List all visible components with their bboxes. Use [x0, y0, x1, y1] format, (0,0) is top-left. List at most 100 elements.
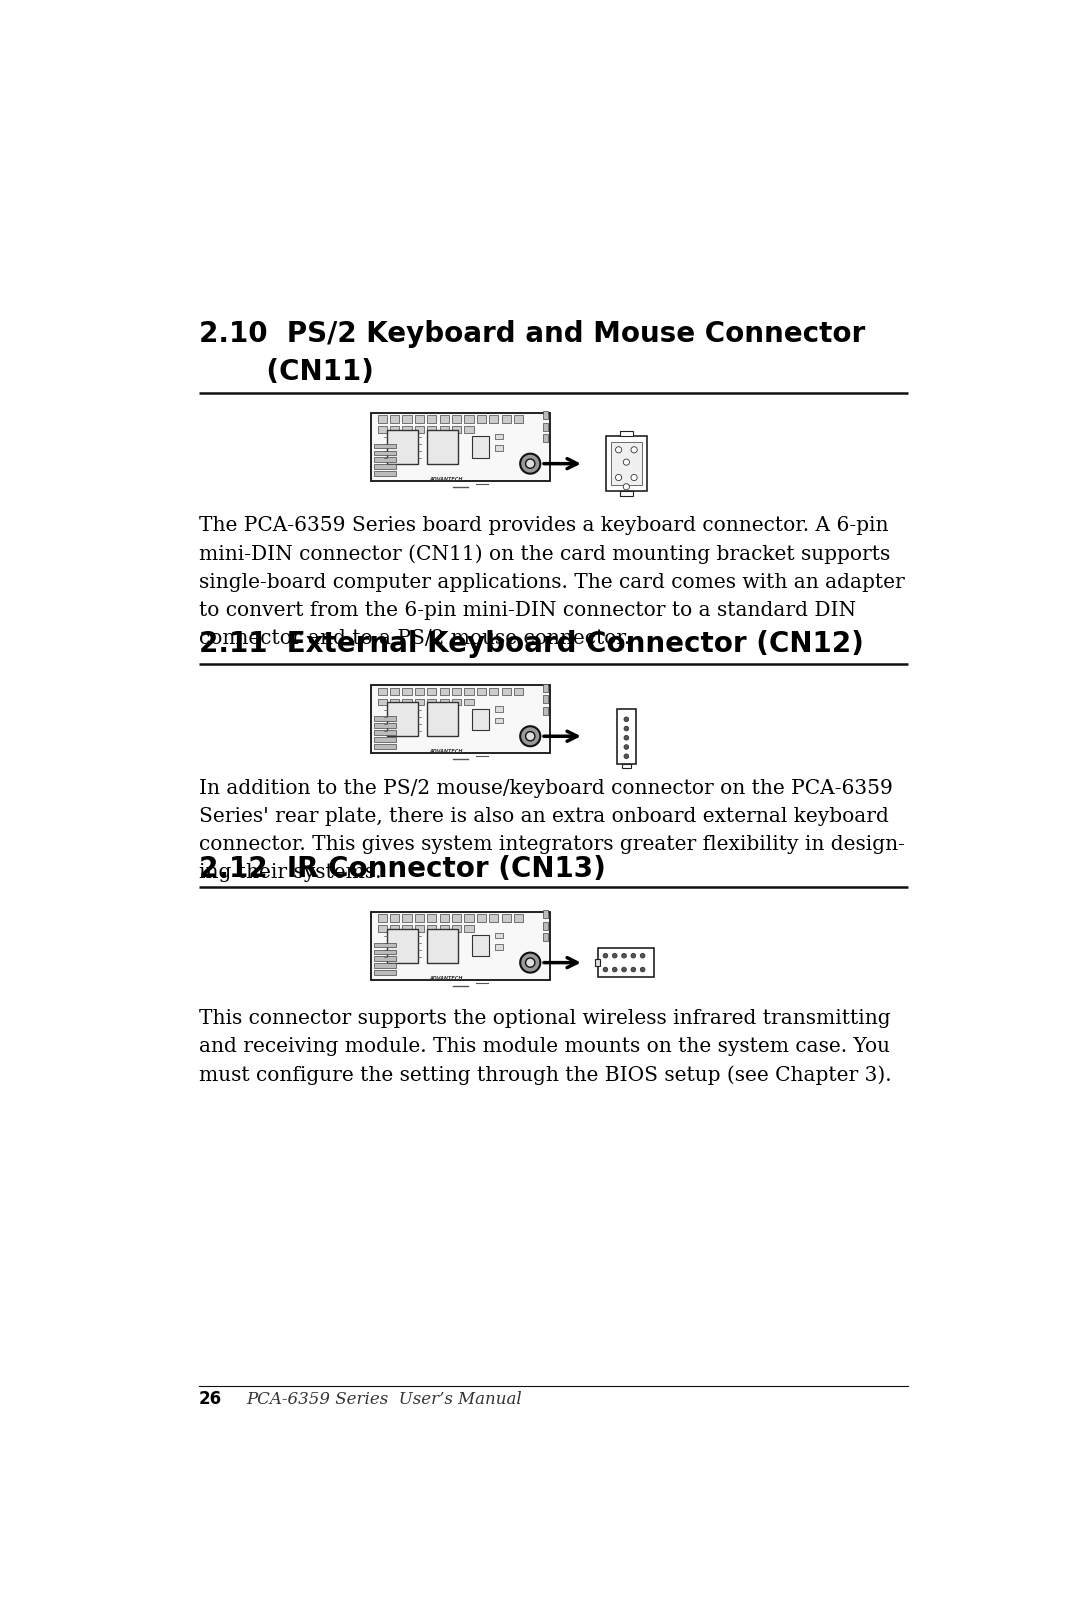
Circle shape [640, 953, 645, 958]
Bar [451, 426, 461, 434]
Bar [514, 416, 524, 422]
Bar [464, 914, 474, 922]
Bar [472, 935, 489, 956]
Bar [403, 688, 411, 696]
Circle shape [526, 958, 535, 968]
Bar [375, 963, 396, 968]
Bar [620, 432, 633, 435]
Bar [598, 948, 654, 977]
Bar [472, 435, 489, 458]
Bar [451, 688, 461, 696]
Bar [501, 914, 511, 922]
Bar [496, 445, 503, 450]
Circle shape [612, 953, 617, 958]
Bar [451, 914, 461, 922]
Bar [440, 914, 449, 922]
Bar [464, 925, 474, 932]
Bar [617, 709, 636, 764]
Circle shape [631, 474, 637, 481]
Text: PCA-6359 Series  User’s Manual: PCA-6359 Series User’s Manual [246, 1391, 523, 1408]
Bar [543, 934, 548, 942]
Bar [476, 416, 486, 422]
Circle shape [624, 726, 629, 731]
Bar [464, 699, 474, 705]
Bar [451, 699, 461, 705]
Bar [390, 925, 400, 932]
Bar [378, 416, 387, 422]
Bar [403, 416, 411, 422]
Bar [375, 717, 396, 722]
Circle shape [526, 460, 535, 468]
Text: (CN11): (CN11) [199, 358, 374, 387]
Bar [620, 492, 633, 497]
Bar [501, 688, 511, 696]
Bar [375, 730, 396, 735]
Bar [489, 688, 499, 696]
Circle shape [624, 754, 629, 759]
Text: 2.11  External Keyboard Connector (CN12): 2.11 External Keyboard Connector (CN12) [199, 629, 863, 659]
Bar [375, 471, 396, 476]
Bar [428, 914, 436, 922]
Bar [476, 914, 486, 922]
Bar [403, 426, 411, 434]
Bar [428, 430, 458, 464]
Bar [440, 416, 449, 422]
Bar [428, 688, 436, 696]
Bar [543, 411, 548, 419]
Circle shape [624, 717, 629, 722]
Bar [428, 925, 436, 932]
Bar [387, 430, 418, 464]
Bar [464, 688, 474, 696]
Text: 2.12  IR Connector (CN13): 2.12 IR Connector (CN13) [199, 854, 606, 883]
Circle shape [616, 474, 622, 481]
Bar [375, 464, 396, 469]
Bar [375, 450, 396, 455]
Bar [378, 426, 387, 434]
Bar [378, 688, 387, 696]
Bar [390, 699, 400, 705]
Bar [496, 945, 503, 950]
Circle shape [623, 460, 630, 466]
Bar [489, 914, 499, 922]
Bar [375, 950, 396, 955]
Bar [387, 929, 418, 963]
Bar [372, 686, 550, 754]
Bar [378, 925, 387, 932]
Bar [464, 426, 474, 434]
Bar [378, 914, 387, 922]
Bar [451, 416, 461, 422]
Bar [472, 709, 489, 730]
Circle shape [521, 453, 540, 474]
Bar [476, 688, 486, 696]
Bar [375, 971, 396, 976]
Bar [440, 426, 449, 434]
Bar [415, 688, 424, 696]
Circle shape [631, 968, 636, 972]
Bar [375, 956, 396, 961]
Bar [489, 416, 499, 422]
Bar [514, 914, 524, 922]
Bar [428, 416, 436, 422]
Bar [415, 925, 424, 932]
Text: 2.10  PS/2 Keyboard and Mouse Connector: 2.10 PS/2 Keyboard and Mouse Connector [199, 320, 865, 348]
Bar [403, 925, 411, 932]
Bar [543, 696, 548, 704]
Bar [496, 932, 503, 938]
Text: 26: 26 [199, 1390, 221, 1408]
Bar [375, 744, 396, 749]
Text: In addition to the PS/2 mouse/keyboard connector on the PCA-6359
Series' rear pl: In addition to the PS/2 mouse/keyboard c… [199, 780, 904, 882]
Bar [390, 426, 400, 434]
Circle shape [616, 447, 622, 453]
Bar [375, 443, 396, 448]
Circle shape [622, 953, 626, 958]
Bar [543, 922, 548, 929]
Bar [390, 688, 400, 696]
Bar [543, 422, 548, 430]
Bar [496, 434, 503, 438]
Bar [372, 413, 550, 481]
Bar [428, 702, 458, 736]
Bar [451, 925, 461, 932]
Circle shape [624, 744, 629, 749]
Circle shape [624, 736, 629, 739]
Text: ADVANTECH: ADVANTECH [430, 749, 463, 754]
